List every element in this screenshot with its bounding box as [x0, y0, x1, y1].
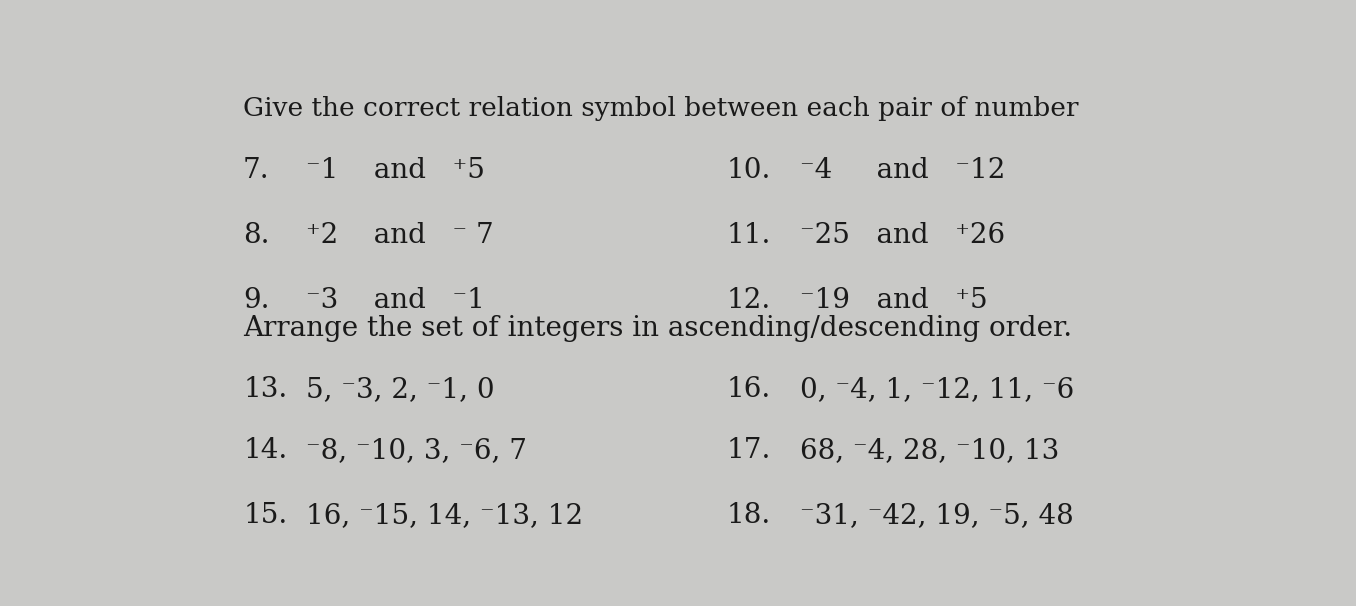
Text: 5, ⁻3, 2, ⁻1, 0: 5, ⁻3, 2, ⁻1, 0 [306, 376, 495, 403]
Text: ⁻1    and   ⁺5: ⁻1 and ⁺5 [306, 157, 485, 184]
Text: ⁻8, ⁻10, 3, ⁻6, 7: ⁻8, ⁻10, 3, ⁻6, 7 [306, 437, 527, 464]
Text: 7.: 7. [243, 157, 270, 184]
Text: 68, ⁻4, 28, ⁻10, 13: 68, ⁻4, 28, ⁻10, 13 [800, 437, 1059, 464]
Text: ⁻25   and   ⁺26: ⁻25 and ⁺26 [800, 222, 1005, 249]
Text: 18.: 18. [727, 502, 770, 529]
Text: 9.: 9. [243, 287, 270, 315]
Text: Arrange the set of integers in ascending/descending order.: Arrange the set of integers in ascending… [243, 315, 1073, 342]
Text: Give the correct relation symbol between each pair of number: Give the correct relation symbol between… [243, 96, 1078, 121]
Text: ⁻31, ⁻42, 19, ⁻5, 48: ⁻31, ⁻42, 19, ⁻5, 48 [800, 502, 1074, 529]
Text: 14.: 14. [243, 437, 287, 464]
Text: 8.: 8. [243, 222, 270, 249]
Text: 16.: 16. [727, 376, 770, 403]
Text: 11.: 11. [727, 222, 770, 249]
Text: 0, ⁻4, 1, ⁻12, 11, ⁻6: 0, ⁻4, 1, ⁻12, 11, ⁻6 [800, 376, 1074, 403]
Text: 13.: 13. [243, 376, 287, 403]
Text: 15.: 15. [243, 502, 287, 529]
Text: ⁻3    and   ⁻1: ⁻3 and ⁻1 [306, 287, 485, 315]
Text: 16, ⁻15, 14, ⁻13, 12: 16, ⁻15, 14, ⁻13, 12 [306, 502, 583, 529]
Text: ⁻19   and   ⁺5: ⁻19 and ⁺5 [800, 287, 987, 315]
Text: 10.: 10. [727, 157, 770, 184]
Text: 12.: 12. [727, 287, 770, 315]
Text: 17.: 17. [727, 437, 770, 464]
Text: ⁺2    and   ⁻ 7: ⁺2 and ⁻ 7 [306, 222, 494, 249]
Text: ⁻4     and   ⁻12: ⁻4 and ⁻12 [800, 157, 1005, 184]
